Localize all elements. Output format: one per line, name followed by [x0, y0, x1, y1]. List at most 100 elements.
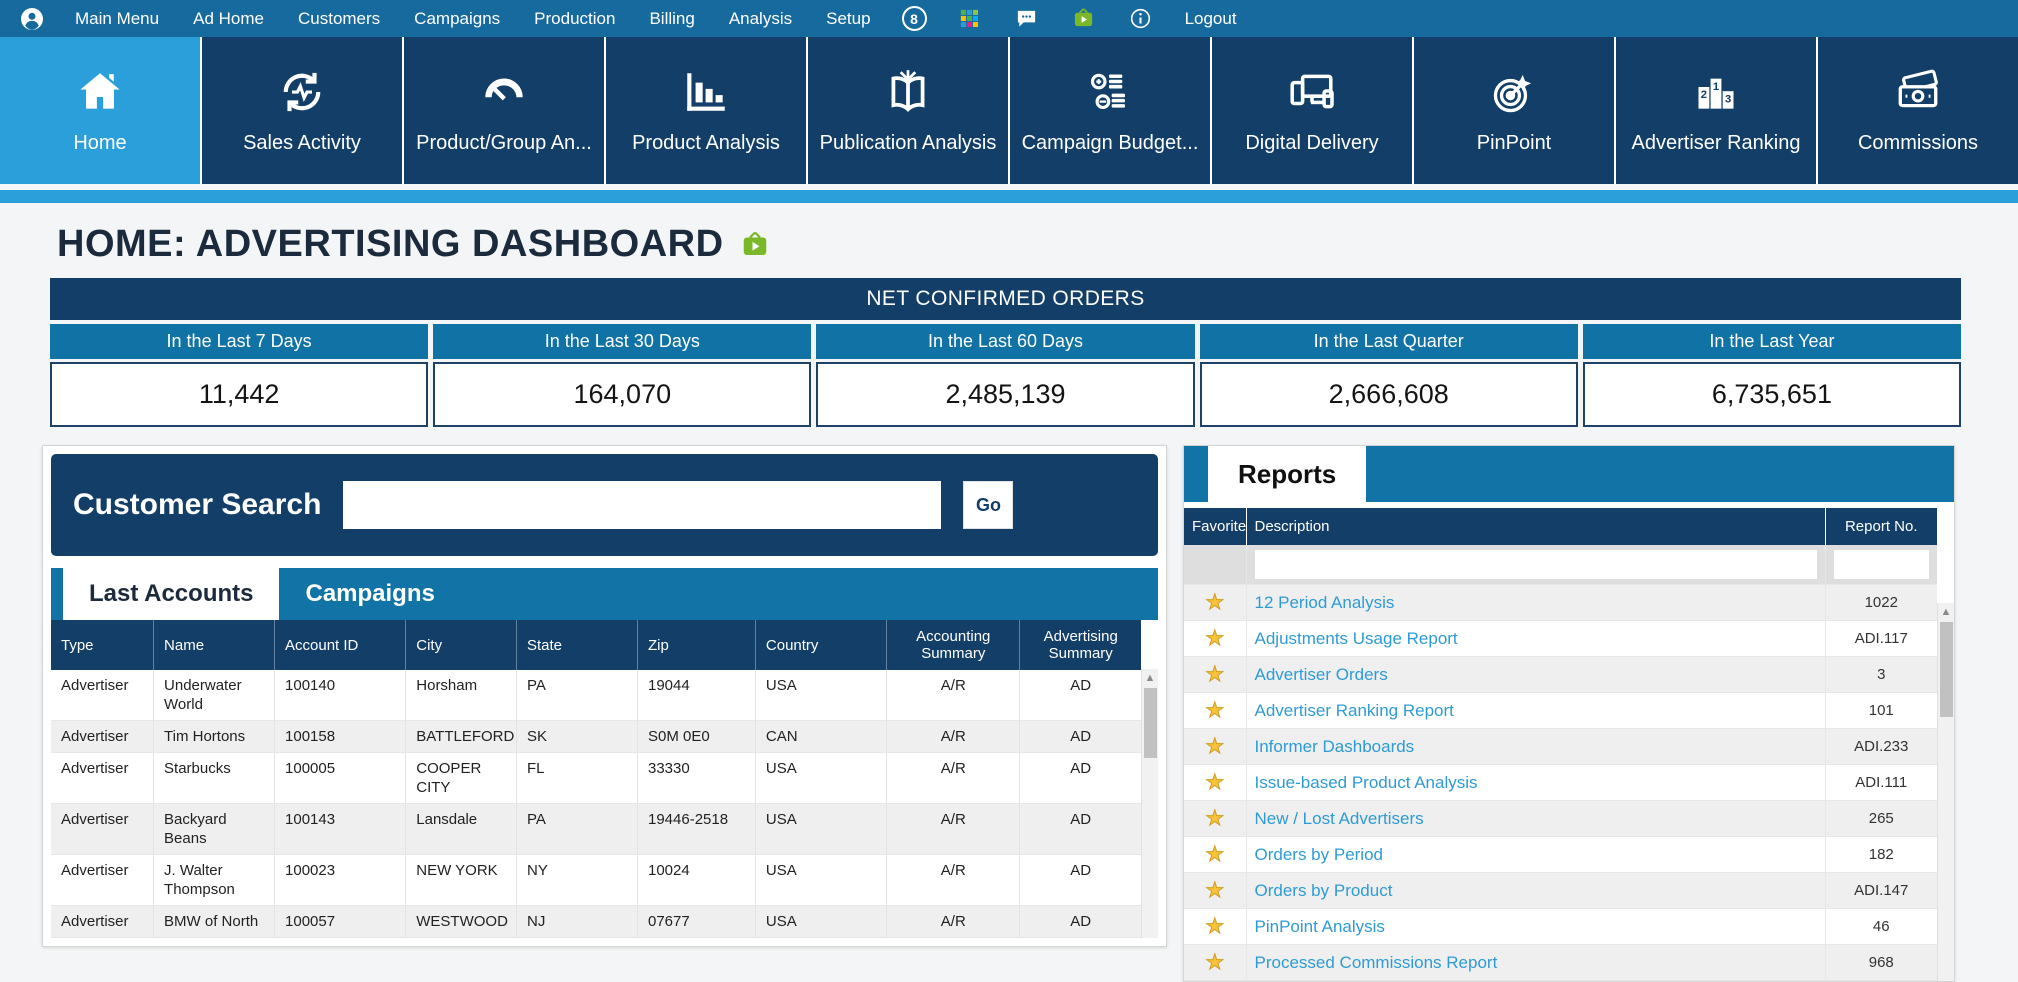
favorite-star-icon[interactable]: ★ — [1205, 627, 1224, 650]
logout-button[interactable]: Logout — [1169, 9, 1253, 29]
user-avatar-icon[interactable] — [20, 7, 44, 31]
favorite-star-icon[interactable]: ★ — [1205, 771, 1224, 794]
topbar-menu-item[interactable]: Campaigns — [397, 9, 517, 29]
topbar-menu-item[interactable]: Billing — [632, 9, 711, 29]
topbar-menu-item[interactable]: Ad Home — [176, 9, 281, 29]
report-link[interactable]: Informer Dashboards — [1246, 729, 1825, 765]
home-icon — [75, 67, 125, 117]
nav-tile[interactable]: Campaign Budget... — [1010, 37, 1210, 184]
account-id-link[interactable]: 100005 — [275, 753, 406, 804]
stat-label: In the Last Year — [1583, 324, 1961, 359]
favorite-star-icon[interactable]: ★ — [1205, 591, 1224, 614]
nav-tile[interactable]: Commissions — [1818, 37, 2018, 184]
favorite-star-icon[interactable]: ★ — [1205, 699, 1224, 722]
nav-tile[interactable]: Product/Group An... — [404, 37, 604, 184]
account-name-link[interactable]: Underwater World — [154, 670, 275, 721]
nav-tile[interactable]: PinPoint — [1414, 37, 1614, 184]
nav-tile[interactable]: Home — [0, 37, 200, 184]
account-id-link[interactable]: 100143 — [275, 804, 406, 855]
reports-card: Reports Favorite Description Report No. — [1183, 445, 1955, 982]
notification-badge[interactable]: 8 — [902, 6, 927, 31]
report-number: 265 — [1825, 801, 1937, 837]
scroll-up-arrow[interactable]: ▲ — [1142, 669, 1158, 684]
chat-icon[interactable] — [1015, 7, 1038, 30]
info-icon[interactable] — [1129, 7, 1152, 30]
nav-tile[interactable]: Publication Analysis — [808, 37, 1008, 184]
advertising-summary-link[interactable]: AD — [1020, 753, 1141, 804]
topbar-menu-item[interactable]: Production — [517, 9, 632, 29]
account-name-link[interactable]: Starbucks — [154, 753, 275, 804]
report-link[interactable]: Adjustments Usage Report — [1246, 621, 1825, 657]
accounts-tab[interactable]: Last Accounts — [63, 568, 279, 620]
account-name-link[interactable]: Tim Hortons — [154, 721, 275, 753]
accounting-summary-link[interactable]: A/R — [887, 906, 1020, 938]
favorite-star-icon[interactable]: ★ — [1205, 915, 1224, 938]
topbar-menu-item[interactable]: Analysis — [712, 9, 809, 29]
advertising-summary-link[interactable]: AD — [1020, 804, 1141, 855]
report-link[interactable]: PinPoint Analysis — [1246, 909, 1825, 945]
report-link[interactable]: Orders by Period — [1246, 837, 1825, 873]
apps-grid-icon[interactable] — [958, 7, 981, 30]
scroll-thumb[interactable] — [1940, 622, 1953, 717]
report-link[interactable]: Advertiser Orders — [1246, 657, 1825, 693]
reports-scrollbar[interactable]: ▲ — [1937, 603, 1954, 981]
favorite-star-icon[interactable]: ★ — [1205, 879, 1224, 902]
favorite-star-icon[interactable]: ★ — [1205, 951, 1224, 974]
nav-tile-label: Advertiser Ranking — [1632, 132, 1801, 155]
go-button[interactable]: Go — [963, 481, 1013, 529]
scroll-up-arrow[interactable]: ▲ — [1938, 603, 1954, 618]
report-link[interactable]: Processed Commissions Report — [1246, 945, 1825, 981]
description-filter-input[interactable] — [1255, 550, 1817, 579]
favorite-star-icon[interactable]: ★ — [1205, 663, 1224, 686]
accounting-summary-link[interactable]: A/R — [887, 855, 1020, 906]
account-id-link[interactable]: 100057 — [275, 906, 406, 938]
accounts-header-row: Type Name Account ID City State Zip Co — [51, 620, 1141, 670]
report-row: ★ New / Lost Advertisers 265 — [1184, 801, 1937, 837]
account-name-link[interactable]: J. Walter Thompson — [154, 855, 275, 906]
accounts-column-header: State — [517, 620, 638, 670]
account-id-link[interactable]: 100140 — [275, 670, 406, 721]
favorite-star-icon[interactable]: ★ — [1205, 843, 1224, 866]
top-menu-bar: Main Menu Ad Home Customers Campaigns Pr… — [0, 0, 2018, 37]
nav-tile-label: Campaign Budget... — [1022, 132, 1199, 155]
account-name-link[interactable]: BMW of North — [154, 906, 275, 938]
nav-tile[interactable]: Product Analysis — [606, 37, 806, 184]
stat-label: In the Last 7 Days — [50, 324, 428, 359]
accounts-scrollbar[interactable]: ▲ — [1141, 669, 1158, 938]
video-tutorial-icon[interactable] — [740, 230, 770, 260]
advertising-summary-link[interactable]: AD — [1020, 721, 1141, 753]
report-link[interactable]: Advertiser Ranking Report — [1246, 693, 1825, 729]
account-name-link[interactable]: Backyard Beans — [154, 804, 275, 855]
customer-search-input[interactable] — [343, 481, 941, 529]
account-row: Advertiser Starbucks 100005 COOPER CITY … — [51, 753, 1141, 804]
report-link[interactable]: 12 Period Analysis — [1246, 585, 1825, 621]
topbar-menu-item[interactable]: Main Menu — [58, 9, 176, 29]
nav-tile-label: Product Analysis — [632, 132, 780, 155]
nav-tile[interactable]: Digital Delivery — [1212, 37, 1412, 184]
account-id-link[interactable]: 100158 — [275, 721, 406, 753]
advertising-summary-link[interactable]: AD — [1020, 906, 1141, 938]
report-no-filter-input[interactable] — [1834, 550, 1930, 579]
book-icon — [883, 67, 933, 117]
video-tutorial-icon[interactable] — [1072, 7, 1095, 30]
tab-reports[interactable]: Reports — [1208, 446, 1366, 502]
accounting-summary-link[interactable]: A/R — [887, 721, 1020, 753]
account-row: Advertiser Underwater World 100140 Horsh… — [51, 670, 1141, 721]
accounting-summary-link[interactable]: A/R — [887, 670, 1020, 721]
advertising-summary-link[interactable]: AD — [1020, 855, 1141, 906]
topbar-menu-item[interactable]: Setup — [809, 9, 887, 29]
topbar-menu-item[interactable]: Customers — [281, 9, 397, 29]
account-id-link[interactable]: 100023 — [275, 855, 406, 906]
advertising-summary-link[interactable]: AD — [1020, 670, 1141, 721]
report-link[interactable]: Issue-based Product Analysis — [1246, 765, 1825, 801]
accounts-tab[interactable]: Campaigns — [279, 568, 460, 620]
favorite-star-icon[interactable]: ★ — [1205, 807, 1224, 830]
report-link[interactable]: Orders by Product — [1246, 873, 1825, 909]
nav-tile[interactable]: 213 Advertiser Ranking — [1616, 37, 1816, 184]
favorite-star-icon[interactable]: ★ — [1205, 735, 1224, 758]
accounting-summary-link[interactable]: A/R — [887, 804, 1020, 855]
report-link[interactable]: New / Lost Advertisers — [1246, 801, 1825, 837]
accounting-summary-link[interactable]: A/R — [887, 753, 1020, 804]
scroll-thumb[interactable] — [1144, 688, 1157, 758]
nav-tile[interactable]: Sales Activity — [202, 37, 402, 184]
